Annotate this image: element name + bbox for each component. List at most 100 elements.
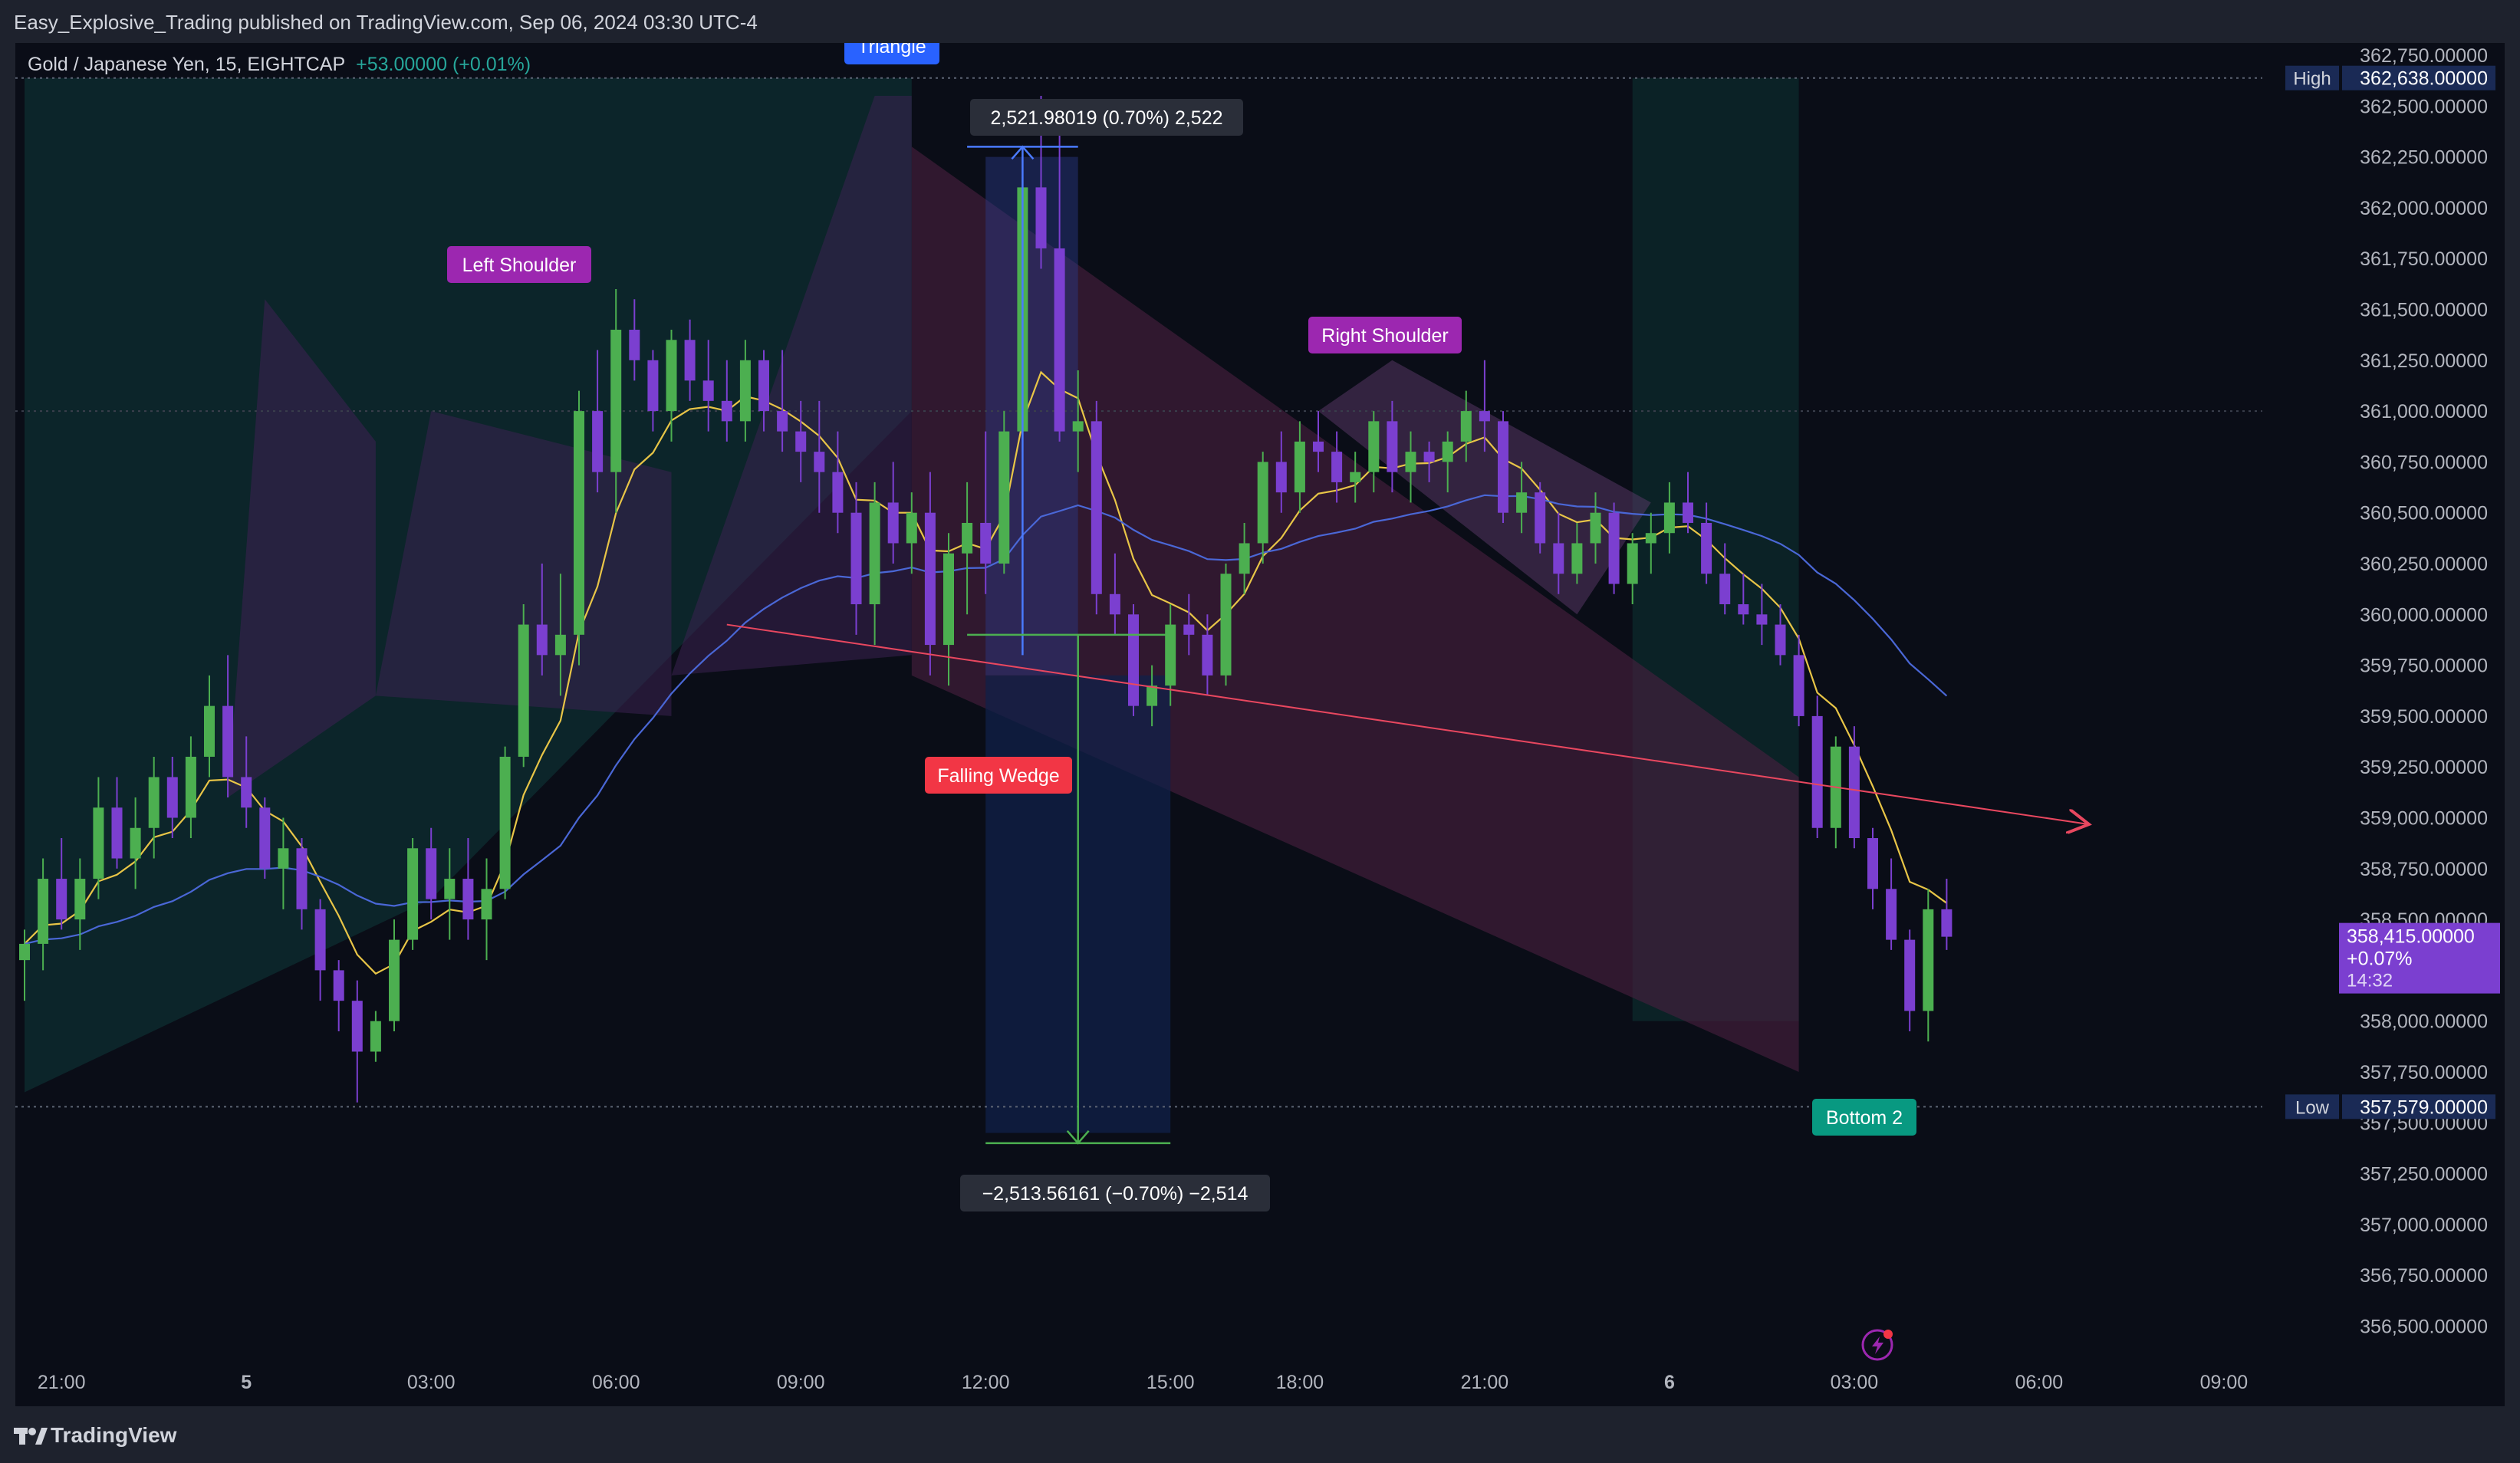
candle-body: [204, 705, 215, 757]
candle: [1793, 634, 1804, 727]
candle: [1516, 462, 1528, 534]
candle-body: [1202, 634, 1213, 676]
candle: [1886, 858, 1897, 950]
candle-body: [1793, 655, 1804, 716]
candle: [1571, 522, 1583, 584]
candle-body: [1275, 462, 1287, 493]
lightning-icon[interactable]: [1861, 1329, 1893, 1361]
candles: [19, 96, 1953, 1103]
candle: [389, 919, 400, 1031]
candle-body: [1683, 502, 1693, 523]
publisher-text: Easy_Explosive_Trading published on Trad…: [14, 11, 758, 34]
candle: [370, 1011, 381, 1062]
candle: [185, 736, 196, 839]
time-tick-label: 09:00: [777, 1372, 825, 1393]
candle-body: [241, 777, 252, 808]
publisher-bar: Easy_Explosive_Trading published on Trad…: [0, 0, 2520, 43]
right-shoulder-zone: [1318, 360, 1651, 615]
candle: [462, 838, 474, 940]
label-bottom-2-text: Bottom 2: [1826, 1107, 1903, 1129]
candle-body: [1608, 512, 1620, 584]
label-bottom-2-bg: [1812, 1099, 1916, 1136]
candle-body: [962, 522, 973, 554]
price-tick-label: 359,500.00000: [2360, 706, 2488, 728]
candle-body: [111, 807, 123, 859]
candle-body: [924, 512, 936, 646]
candle: [795, 400, 807, 482]
candle-body: [1128, 614, 1139, 706]
price-tick-label: 361,000.00000: [2360, 401, 2488, 422]
candle-body: [1627, 543, 1638, 584]
candle-body: [1886, 889, 1897, 940]
candle-body: [1405, 452, 1416, 472]
candle: [850, 482, 862, 635]
candle-body: [795, 431, 807, 452]
time-tick-label: 06:00: [592, 1372, 640, 1393]
candle-body: [1756, 614, 1768, 625]
candle-body: [148, 777, 160, 828]
candle: [481, 858, 492, 961]
candle: [333, 960, 344, 1031]
candle: [924, 472, 936, 676]
candle: [444, 848, 456, 940]
candle-body: [1387, 421, 1398, 472]
wedge-zone: [911, 146, 1799, 1072]
candle: [1460, 390, 1472, 462]
candle: [777, 350, 788, 452]
high-badge-label-bg: [2285, 65, 2339, 90]
candle-body: [1183, 624, 1195, 635]
label-measure-up-bg: [970, 99, 1243, 136]
candle: [74, 858, 86, 950]
candle-body: [739, 360, 751, 422]
candle: [1719, 543, 1731, 615]
candle-body: [1848, 746, 1860, 839]
candle-body: [389, 939, 400, 1021]
candle-body: [1460, 411, 1472, 442]
candle-body: [814, 452, 825, 472]
candle-body: [370, 1021, 381, 1052]
candle-body: [554, 634, 566, 656]
candle-body: [1442, 441, 1453, 462]
candle-body: [333, 970, 344, 1001]
candle-body: [1479, 411, 1490, 422]
candle-body: [1775, 624, 1786, 656]
low-badge-label-bg: [2285, 1094, 2339, 1119]
candle: [1904, 929, 1916, 1031]
candle-body: [38, 879, 49, 944]
price-tick-label: 359,750.00000: [2360, 656, 2488, 677]
candle: [1202, 614, 1213, 696]
candle: [1313, 411, 1324, 472]
time-tick-label: 21:00: [1461, 1372, 1509, 1393]
tradingview-logo-icon[interactable]: [14, 1423, 48, 1449]
time-tick-label: 6: [1664, 1372, 1675, 1393]
candle: [241, 736, 252, 828]
candle-body: [1035, 187, 1047, 248]
price-chart[interactable]: Triangle Left Shoulder Right Shoulder Falli…: [15, 28, 2505, 1406]
candle: [1867, 827, 1878, 909]
time-tick-label: 06:00: [2015, 1372, 2064, 1393]
candle-body: [278, 848, 289, 869]
candle-body: [832, 472, 844, 513]
candle-body: [1072, 421, 1084, 432]
candle: [814, 400, 825, 513]
candle-body: [887, 502, 899, 544]
price-tick-label: 362,500.00000: [2360, 96, 2488, 117]
candle: [1756, 584, 1768, 646]
candle-body: [314, 909, 326, 971]
candle: [19, 929, 30, 1001]
candle-body: [1867, 838, 1878, 889]
footer-bar: TradingView: [0, 1409, 2520, 1463]
candle: [1535, 482, 1546, 554]
candle: [1109, 553, 1120, 635]
price-tick-label: 361,750.00000: [2360, 248, 2488, 270]
candle-body: [481, 889, 492, 920]
symbol-legend[interactable]: Gold / Japanese Yen, 15, EIGHTCAP +53.000…: [28, 54, 531, 76]
candle-body: [1516, 492, 1528, 513]
candle-body: [499, 756, 511, 889]
label-measure-down-text: −2,513.56161 (−0.70%) −2,514: [982, 1183, 1248, 1205]
price-tick-label: 360,000.00000: [2360, 604, 2488, 626]
label-measure-up: 2,521.98019 (0.70%) 2,522: [970, 99, 1243, 136]
candle: [1645, 512, 1656, 574]
price-tick-label: 360,750.00000: [2360, 452, 2488, 473]
chart-area[interactable]: Triangle Left Shoulder Right Shoulder Falli…: [15, 28, 2505, 1406]
